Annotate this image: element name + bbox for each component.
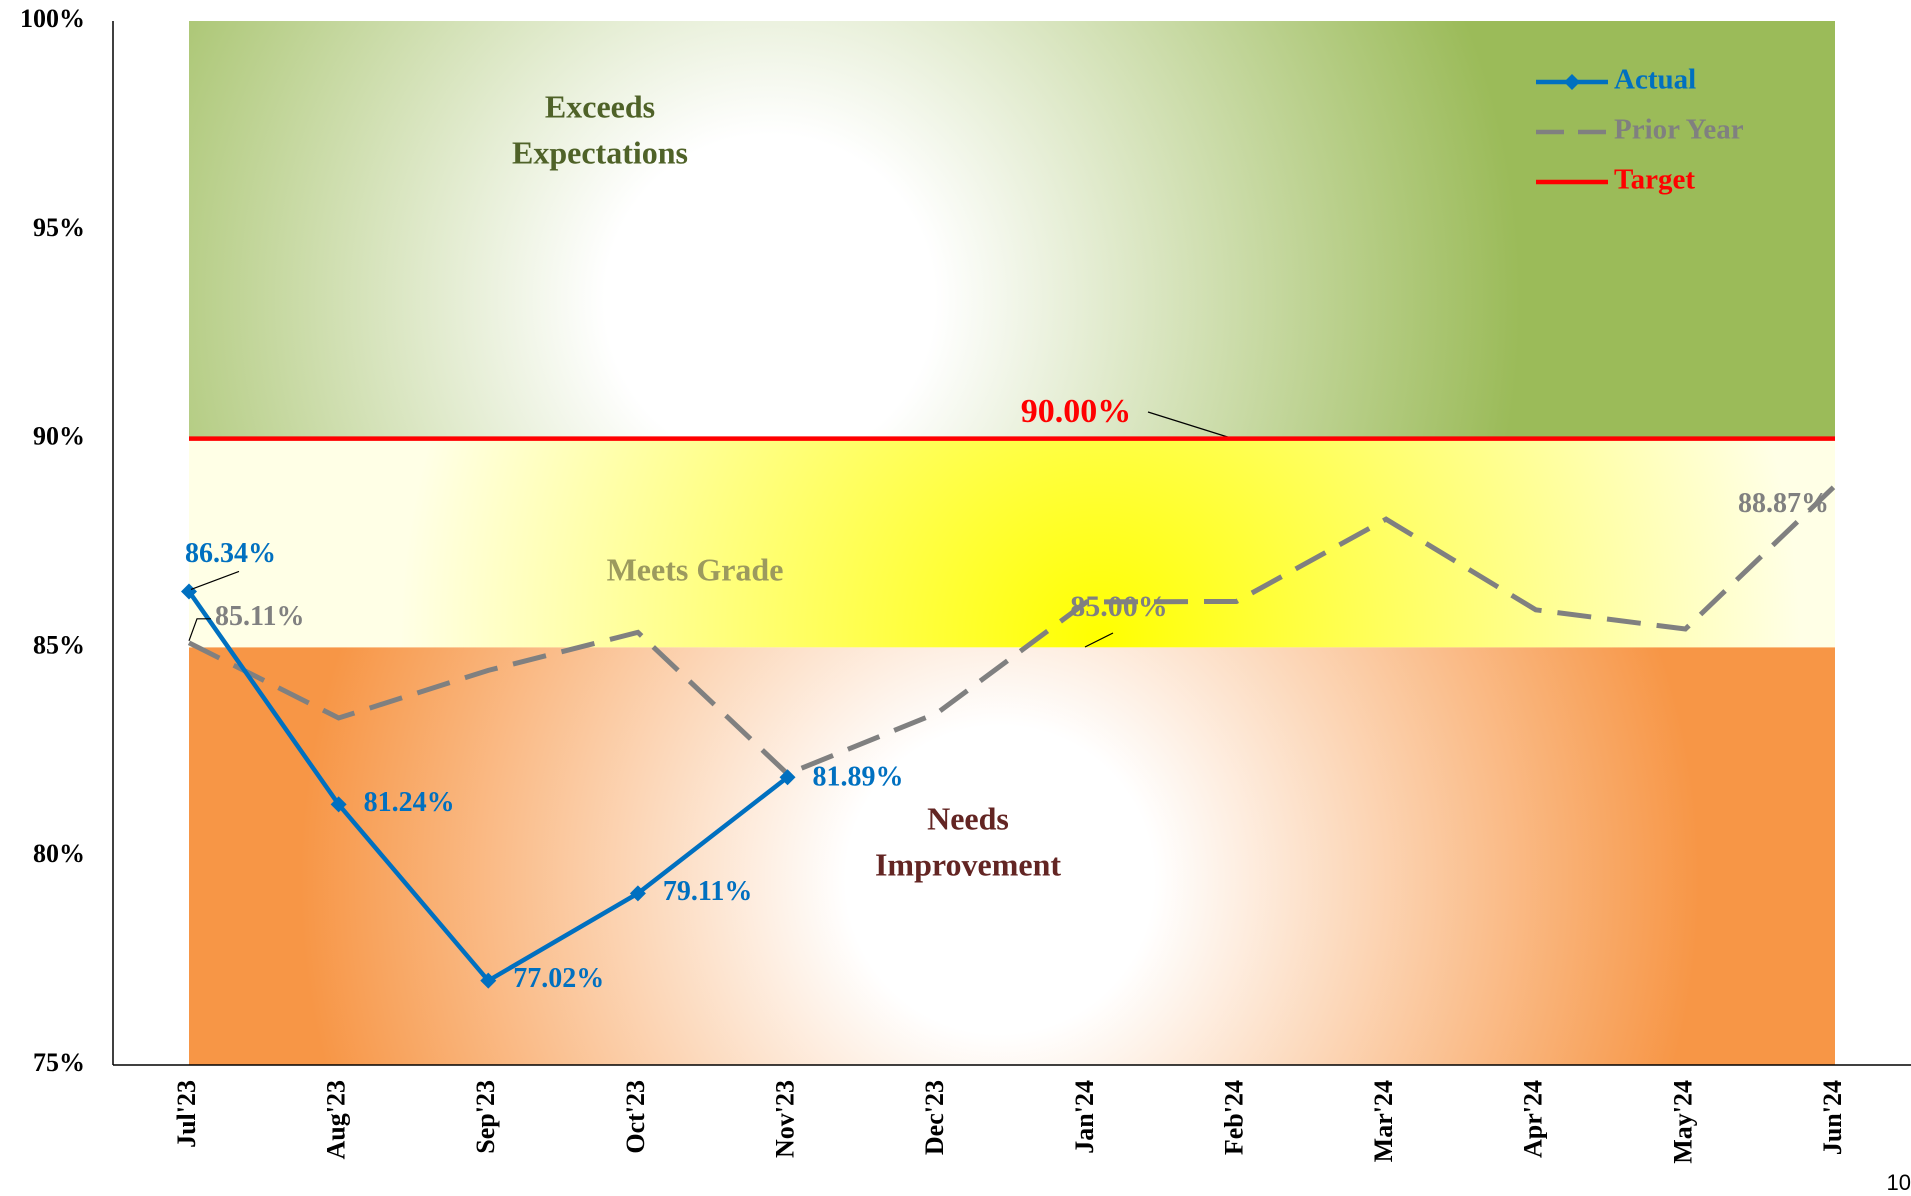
- y-tick-label: 85%: [33, 630, 85, 659]
- data-label: 86.34%: [185, 538, 276, 569]
- y-tick-label: 80%: [33, 839, 85, 868]
- marker: [181, 583, 197, 600]
- data-label: 85.11%: [215, 601, 304, 632]
- marker: [629, 885, 646, 902]
- series-line: [187, 483, 1837, 777]
- x-tick-label: Aug'23: [322, 1080, 351, 1159]
- marker: [480, 972, 497, 989]
- x-tick-label: Apr'24: [1519, 1080, 1548, 1158]
- page-number: 10: [1887, 1170, 1911, 1195]
- x-tick-label: Jan'24: [1070, 1080, 1099, 1154]
- band-label: Meets Grade: [607, 551, 784, 587]
- marker: [779, 769, 796, 786]
- data-label: 81.89%: [813, 762, 904, 793]
- legend-label: Actual: [1614, 64, 1696, 96]
- x-tick-label: Feb'24: [1219, 1080, 1248, 1155]
- data-label: 88.87%: [1738, 488, 1829, 519]
- x-tick-label: May'24: [1668, 1080, 1697, 1164]
- band-label: Improvement: [875, 846, 1061, 882]
- band: [189, 21, 1835, 439]
- x-tick-label: Nov'23: [771, 1080, 800, 1158]
- data-label: 79.11%: [663, 876, 752, 907]
- legend-label: Prior Year: [1614, 114, 1744, 146]
- leader-line: [188, 618, 211, 642]
- marker: [330, 796, 347, 813]
- x-tick-label: Mar'24: [1369, 1080, 1398, 1162]
- x-tick-label: Jul'23: [172, 1080, 201, 1148]
- y-tick-label: 90%: [33, 422, 85, 451]
- data-label: 77.02%: [513, 963, 604, 994]
- annotation: 85.00%: [1070, 590, 1168, 623]
- legend-label: Target: [1614, 164, 1695, 196]
- y-tick-label: 95%: [33, 213, 85, 242]
- data-label: 81.24%: [364, 787, 455, 818]
- leader-line: [1084, 632, 1114, 648]
- annotation: 90.00%: [1021, 393, 1132, 430]
- leader-line: [1147, 411, 1235, 440]
- x-tick-label: Dec'23: [920, 1080, 949, 1155]
- y-tick-label: 75%: [33, 1048, 85, 1077]
- leader-line: [190, 570, 240, 591]
- y-tick-label: 100%: [20, 4, 85, 33]
- band-label: Exceeds: [545, 88, 655, 124]
- band-label: Needs: [927, 800, 1009, 836]
- x-tick-label: Sep'23: [471, 1080, 500, 1154]
- x-tick-label: Jun'24: [1818, 1080, 1847, 1155]
- band: [189, 647, 1835, 1065]
- legend-marker: [1564, 74, 1580, 90]
- x-tick-label: Oct'23: [621, 1080, 650, 1154]
- band-label: Expectations: [512, 134, 688, 170]
